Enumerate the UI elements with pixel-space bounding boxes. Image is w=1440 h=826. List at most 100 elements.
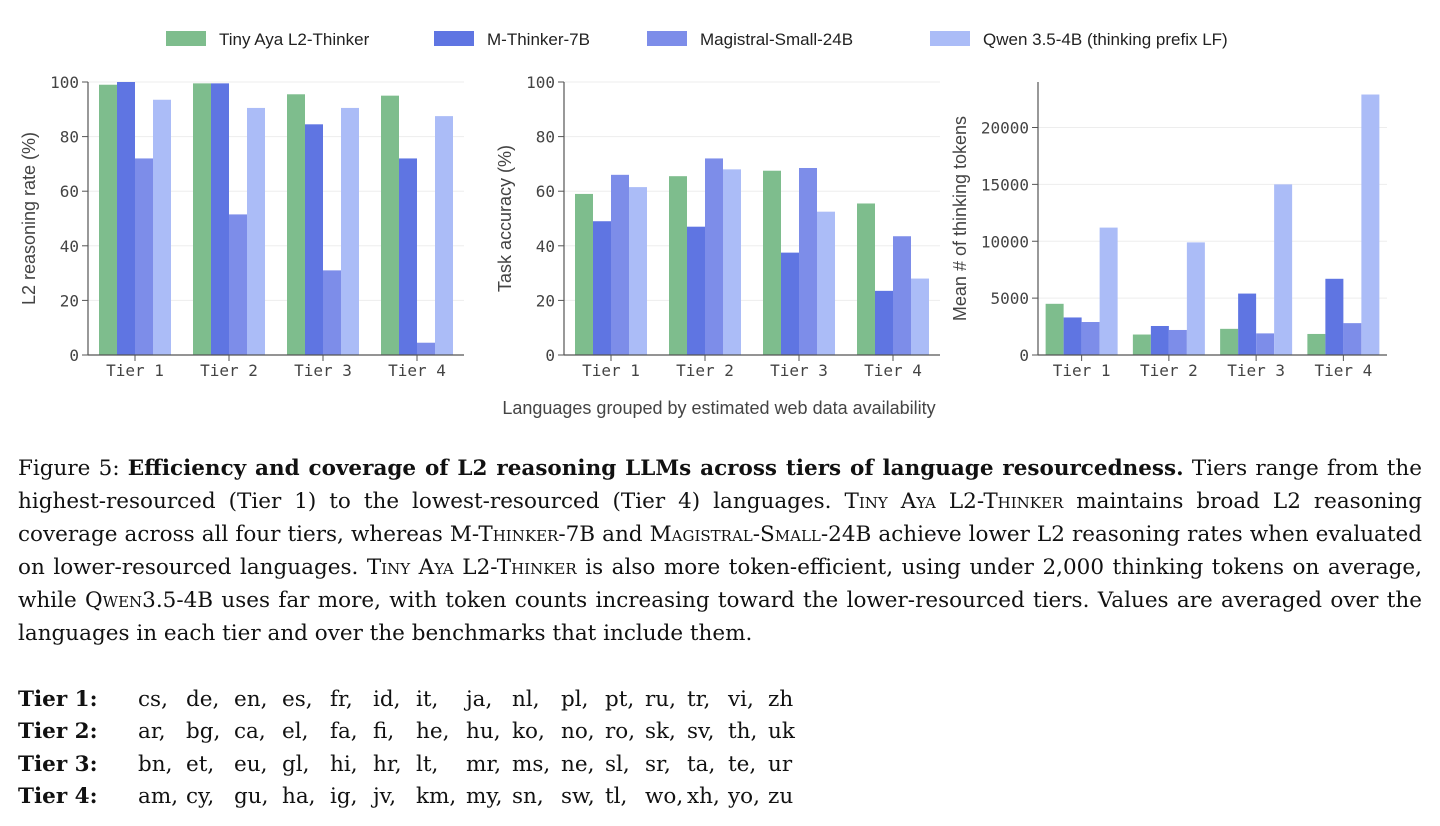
- y-tick-label: 20: [60, 291, 79, 310]
- language-code: ha,: [282, 784, 316, 810]
- model-name: M-Thinker: [449, 522, 559, 547]
- caption-text: Tiers range from the highest-resourced (…: [18, 456, 1423, 514]
- caption-text: maintains broad L2 reasoning coverage ac…: [18, 489, 1422, 547]
- shared-x-axis-label: Languages grouped by estimated web data …: [502, 398, 935, 418]
- language-code: ar,: [138, 719, 166, 745]
- language-code: my,: [466, 784, 503, 810]
- legend-label: Qwen 3.5-4B (thinking prefix LF): [983, 30, 1228, 49]
- language-code: gu,: [234, 784, 269, 810]
- tier-label: Tier 3:: [18, 751, 98, 777]
- figure-svg: Tiny Aya L2-Thinker M-Thinker-7B Magistral…: [19, 30, 1387, 418]
- x-tick-label: Tier 3: [294, 361, 352, 380]
- bar: [153, 99, 171, 356]
- legend-item: Magistral-Small-24B: [647, 30, 853, 49]
- x-tick-label: Tier 4: [864, 361, 922, 380]
- language-code: zu: [768, 784, 794, 810]
- language-code: pt,: [605, 686, 635, 712]
- y-tick-label: 60: [60, 182, 79, 201]
- y-tick-label: 40: [60, 237, 79, 256]
- tier-row: Tier 1: cs, de, en, es, fr, id, it, ja, nl, pl, pt,…: [18, 683, 808, 716]
- bar: [1150, 325, 1169, 355]
- language-code: nl,: [512, 686, 540, 712]
- language-code: sk,: [645, 719, 676, 745]
- language-code: hr,: [373, 751, 402, 777]
- bar: [1220, 328, 1239, 355]
- tier-row: Tier 2: ar, bg, ca, el, fa, fi, he, hu, ko, no, ro,…: [18, 716, 808, 749]
- model-name: Magistral-Small: [649, 522, 821, 547]
- chart-panel-2: 0 20 40 60 80 100 Tier 1 Tier 2 Tier 3 Tier 4 Task…: [495, 73, 940, 380]
- language-code: am,: [138, 784, 179, 810]
- bar: [857, 203, 875, 355]
- legend-swatch: [647, 31, 687, 46]
- bar: [799, 167, 817, 355]
- language-code: fi,: [373, 719, 395, 745]
- bar: [1063, 317, 1082, 355]
- bar: [211, 83, 229, 356]
- language-code: gl,: [282, 751, 310, 777]
- bar: [1132, 334, 1151, 355]
- legend-item: Qwen 3.5-4B (thinking prefix LF): [930, 30, 1228, 49]
- legend-swatch: [930, 31, 970, 46]
- y-tick-label: 60: [536, 182, 555, 201]
- bar: [575, 193, 593, 355]
- tier-label: Tier 4:: [18, 784, 98, 810]
- y-tick-label: 15000: [981, 175, 1029, 194]
- language-code: sn,: [512, 784, 544, 810]
- language-code: sw,: [561, 784, 595, 810]
- language-code: yo,: [728, 784, 760, 810]
- figure: Tiny Aya L2-Thinker M-Thinker-7B Magistral…: [19, 30, 1387, 418]
- language-code: no,: [561, 719, 595, 745]
- bar: [323, 270, 341, 355]
- x-tick-label: Tier 1: [582, 361, 640, 380]
- bar: [1186, 242, 1205, 355]
- legend-swatch: [166, 31, 206, 46]
- model-name: Tiny Aya L2-Thinker: [366, 555, 577, 580]
- x-tick-label: Tier 2: [200, 361, 258, 380]
- language-code: ro,: [605, 719, 636, 745]
- y-tick-label: 10000: [981, 232, 1029, 251]
- bar: [817, 211, 835, 355]
- language-code: en,: [234, 686, 268, 712]
- bar: [193, 83, 211, 356]
- bar: [705, 158, 723, 355]
- language-code: pl,: [561, 686, 589, 712]
- bar: [1168, 329, 1187, 355]
- x-tick-label: Tier 3: [1227, 361, 1285, 380]
- bar: [723, 169, 741, 355]
- language-code: lt,: [416, 751, 439, 777]
- y-tick-label: 100: [526, 73, 555, 92]
- caption-prefix: Figure 5:: [18, 456, 128, 481]
- language-code: fr,: [330, 686, 353, 712]
- y-tick-label: 0: [545, 346, 555, 365]
- bar: [1307, 333, 1326, 355]
- bar: [781, 252, 799, 355]
- bar: [687, 226, 705, 355]
- language-code: ru,: [645, 686, 676, 712]
- bar: [417, 342, 435, 355]
- bar: [875, 290, 893, 355]
- language-code: he,: [416, 719, 450, 745]
- bar: [247, 107, 265, 355]
- language-code: cy,: [186, 784, 215, 810]
- caption-text: is also more token-efficient, using unde…: [18, 555, 1422, 613]
- bar: [1274, 184, 1293, 355]
- language-code: vi,: [728, 686, 754, 712]
- caption-text: -24B achieve lower L2 reasoning rates wh…: [18, 522, 1422, 580]
- y-tick-label: 80: [536, 128, 555, 147]
- language-code: ne,: [561, 751, 595, 777]
- y-tick-label: 0: [69, 346, 79, 365]
- language-code: jv,: [373, 784, 397, 810]
- legend-item: Tiny Aya L2-Thinker: [166, 30, 370, 49]
- language-code: ur: [768, 751, 793, 777]
- y-tick-label: 100: [50, 73, 79, 92]
- x-tick-label: Tier 2: [676, 361, 734, 380]
- bar: [893, 236, 911, 355]
- caption-text: -7B and: [558, 522, 650, 547]
- bar: [435, 116, 453, 355]
- bar: [1099, 227, 1118, 355]
- bar: [1238, 293, 1257, 355]
- x-tick-label: Tier 4: [388, 361, 446, 380]
- language-code: ca,: [234, 719, 266, 745]
- tier-label: Tier 2:: [18, 719, 98, 745]
- legend-label: M-Thinker-7B: [487, 30, 590, 49]
